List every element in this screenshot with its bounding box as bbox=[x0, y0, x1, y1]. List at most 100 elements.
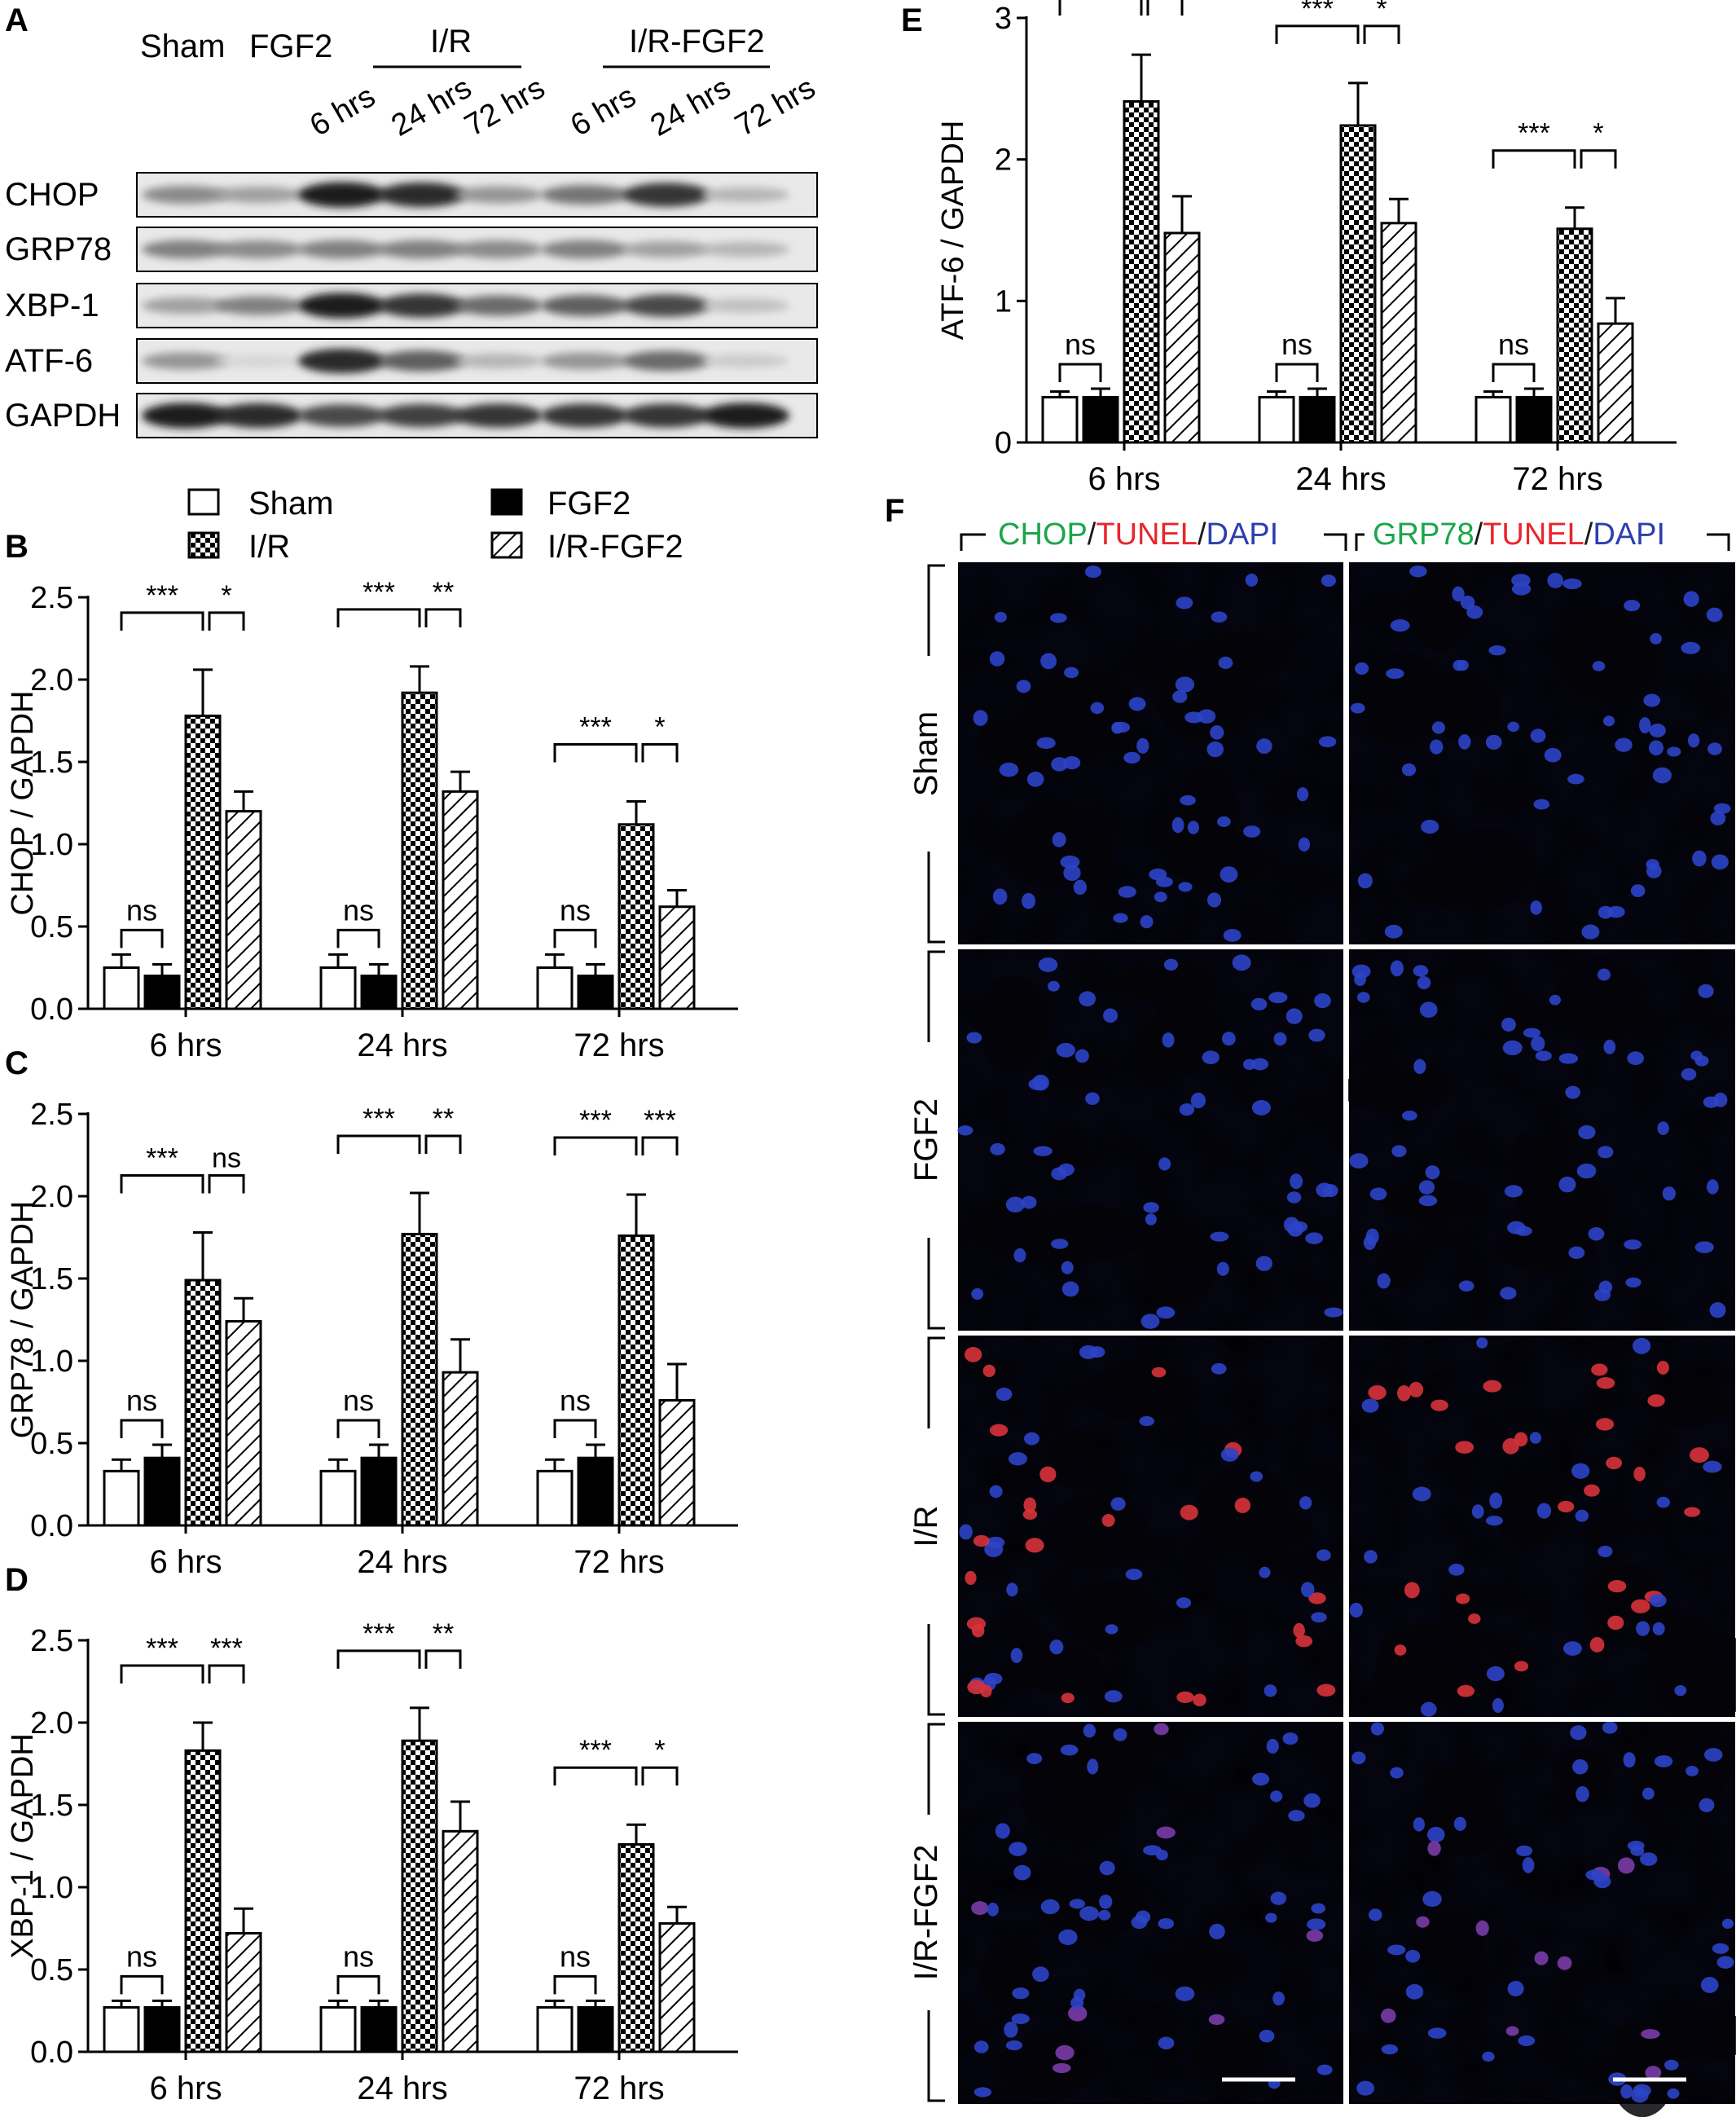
nucleus bbox=[1050, 1239, 1069, 1249]
nucleus bbox=[1295, 1635, 1313, 1648]
title-part: GRP78 bbox=[1373, 517, 1475, 552]
legend-swatch-ir-fgf2 bbox=[490, 531, 523, 559]
nucleus bbox=[1709, 1302, 1726, 1318]
tubule-lumen bbox=[1066, 1580, 1156, 1654]
nucleus bbox=[1105, 1624, 1119, 1635]
significance-label: *** bbox=[1518, 118, 1550, 149]
nucleus bbox=[1090, 702, 1105, 715]
tubule-lumen bbox=[1044, 1428, 1102, 1490]
nucleus bbox=[1125, 1569, 1143, 1581]
column-title-chop: CHOP/TUNEL/DAPI bbox=[998, 517, 1278, 552]
x-category-label: 24 hrs bbox=[357, 1544, 447, 1580]
nucleus bbox=[1193, 1693, 1206, 1706]
nucleus bbox=[1534, 1951, 1549, 1965]
nucleus bbox=[1180, 1504, 1198, 1521]
nucleus bbox=[1075, 1049, 1089, 1063]
tubule-lumen bbox=[1370, 1653, 1448, 1707]
blot-band bbox=[298, 293, 386, 319]
nucleus bbox=[1039, 1466, 1057, 1483]
nucleus bbox=[1010, 1648, 1023, 1663]
nucleus bbox=[1502, 1040, 1523, 1056]
panel-letter-b: B bbox=[5, 529, 29, 565]
nucleus bbox=[1652, 1622, 1665, 1635]
nucleus bbox=[1110, 1497, 1126, 1511]
nucleus bbox=[1593, 1288, 1611, 1301]
nucleus bbox=[1050, 613, 1067, 623]
time-label-72-hrs: 72 hrs bbox=[730, 71, 821, 143]
nucleus bbox=[1172, 690, 1188, 703]
row-label-bg bbox=[914, 1042, 943, 1238]
nucleus bbox=[1220, 1447, 1239, 1462]
significance-bracket bbox=[120, 1664, 204, 1683]
nucleus bbox=[1282, 1732, 1299, 1745]
bar-sham bbox=[103, 966, 140, 1010]
significance-bracket bbox=[553, 1974, 597, 1995]
nucleus bbox=[1518, 2035, 1536, 2046]
tubule-lumen bbox=[1597, 645, 1658, 688]
nucleus bbox=[1128, 697, 1146, 711]
nucleus bbox=[1324, 1307, 1343, 1318]
bar-i-r bbox=[401, 1232, 438, 1527]
significance-bracket bbox=[208, 1664, 245, 1683]
nucleus bbox=[1022, 892, 1036, 909]
significance-bracket bbox=[120, 1974, 164, 1995]
nucleus bbox=[1087, 1758, 1099, 1775]
significance-label: ns bbox=[126, 893, 157, 926]
nucleus bbox=[1250, 997, 1268, 1011]
nucleus bbox=[1013, 1864, 1031, 1881]
nucleus bbox=[1456, 1593, 1470, 1604]
nucleus bbox=[1323, 1184, 1338, 1198]
chart-panel-b: B 0.0 0.5 1.0 1.5 2.0 2.5 CHOP / GAPDH 6 hrs ns *… bbox=[5, 529, 738, 1063]
nucleus bbox=[1184, 711, 1204, 724]
nucleus bbox=[999, 762, 1019, 777]
nucleus bbox=[1413, 1817, 1425, 1832]
title-bracket bbox=[1355, 533, 1365, 551]
nucleus bbox=[1123, 751, 1140, 764]
nucleus bbox=[1431, 1399, 1448, 1411]
nucleus bbox=[1627, 1840, 1645, 1851]
nucleus bbox=[1098, 1909, 1111, 1921]
significance-bracket bbox=[336, 608, 421, 627]
tubule-lumen bbox=[1031, 1204, 1147, 1261]
nucleus bbox=[1597, 968, 1611, 981]
significance-bracket bbox=[641, 1136, 679, 1155]
nucleus bbox=[1380, 2008, 1396, 2023]
chart-panel-d: D 0.0 0.5 1.0 1.5 2.0 2.5 XBP-1 / GAPDH 6 hrs ns… bbox=[5, 1562, 738, 2106]
nucleus bbox=[1176, 596, 1193, 610]
nucleus bbox=[1025, 1538, 1044, 1553]
significance-bracket bbox=[120, 1419, 164, 1439]
nucleus bbox=[1710, 811, 1726, 825]
nucleus bbox=[1140, 915, 1154, 929]
significance-label: *** bbox=[363, 1103, 395, 1134]
bar-sham bbox=[536, 966, 574, 1010]
nucleus bbox=[1624, 1239, 1642, 1250]
significance-bracket bbox=[208, 611, 245, 631]
nucleus bbox=[1413, 1058, 1426, 1075]
nucleus bbox=[1642, 1787, 1655, 1800]
nucleus bbox=[1681, 641, 1701, 654]
nucleus bbox=[1016, 680, 1031, 693]
bar-sham bbox=[103, 1469, 140, 1527]
bar-i-r-fgf2 bbox=[225, 1932, 262, 2053]
nucleus bbox=[1288, 1810, 1305, 1822]
nucleus bbox=[1139, 1415, 1155, 1427]
blot-band bbox=[215, 240, 303, 259]
nucleus bbox=[1293, 1622, 1305, 1639]
nucleus bbox=[1514, 1226, 1532, 1236]
nucleus bbox=[1024, 1432, 1040, 1446]
tubule-lumen bbox=[1342, 1066, 1453, 1115]
significance-bracket bbox=[1275, 24, 1360, 44]
panel-letter-f: F bbox=[885, 493, 904, 529]
nucleus bbox=[1286, 1191, 1302, 1204]
nucleus bbox=[1178, 882, 1193, 892]
y-tick-label: 0.0 bbox=[30, 1509, 73, 1543]
nucleus bbox=[1485, 734, 1502, 750]
micrograph-sham-chop bbox=[958, 562, 1344, 945]
micrograph-fgf2-grp78 bbox=[1342, 948, 1735, 1331]
nucleus bbox=[1482, 2051, 1495, 2062]
significance-bracket bbox=[553, 1136, 638, 1155]
tubule-lumen bbox=[1354, 650, 1449, 746]
nucleus bbox=[1567, 773, 1584, 785]
nucleus bbox=[1158, 2036, 1175, 2050]
nucleus bbox=[1013, 1248, 1026, 1263]
